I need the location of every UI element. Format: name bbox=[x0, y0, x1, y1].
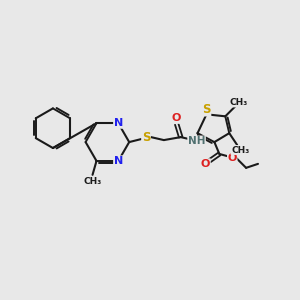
Text: O: O bbox=[227, 153, 237, 163]
Text: N: N bbox=[114, 118, 123, 128]
Text: O: O bbox=[171, 113, 180, 123]
Text: CH₃: CH₃ bbox=[83, 177, 102, 186]
Text: CH₃: CH₃ bbox=[231, 146, 249, 154]
Text: NH: NH bbox=[188, 136, 205, 146]
Text: N: N bbox=[114, 156, 123, 166]
Text: CH₃: CH₃ bbox=[229, 98, 247, 107]
Text: O: O bbox=[201, 159, 210, 169]
Text: S: S bbox=[142, 130, 150, 144]
Text: S: S bbox=[202, 103, 211, 116]
